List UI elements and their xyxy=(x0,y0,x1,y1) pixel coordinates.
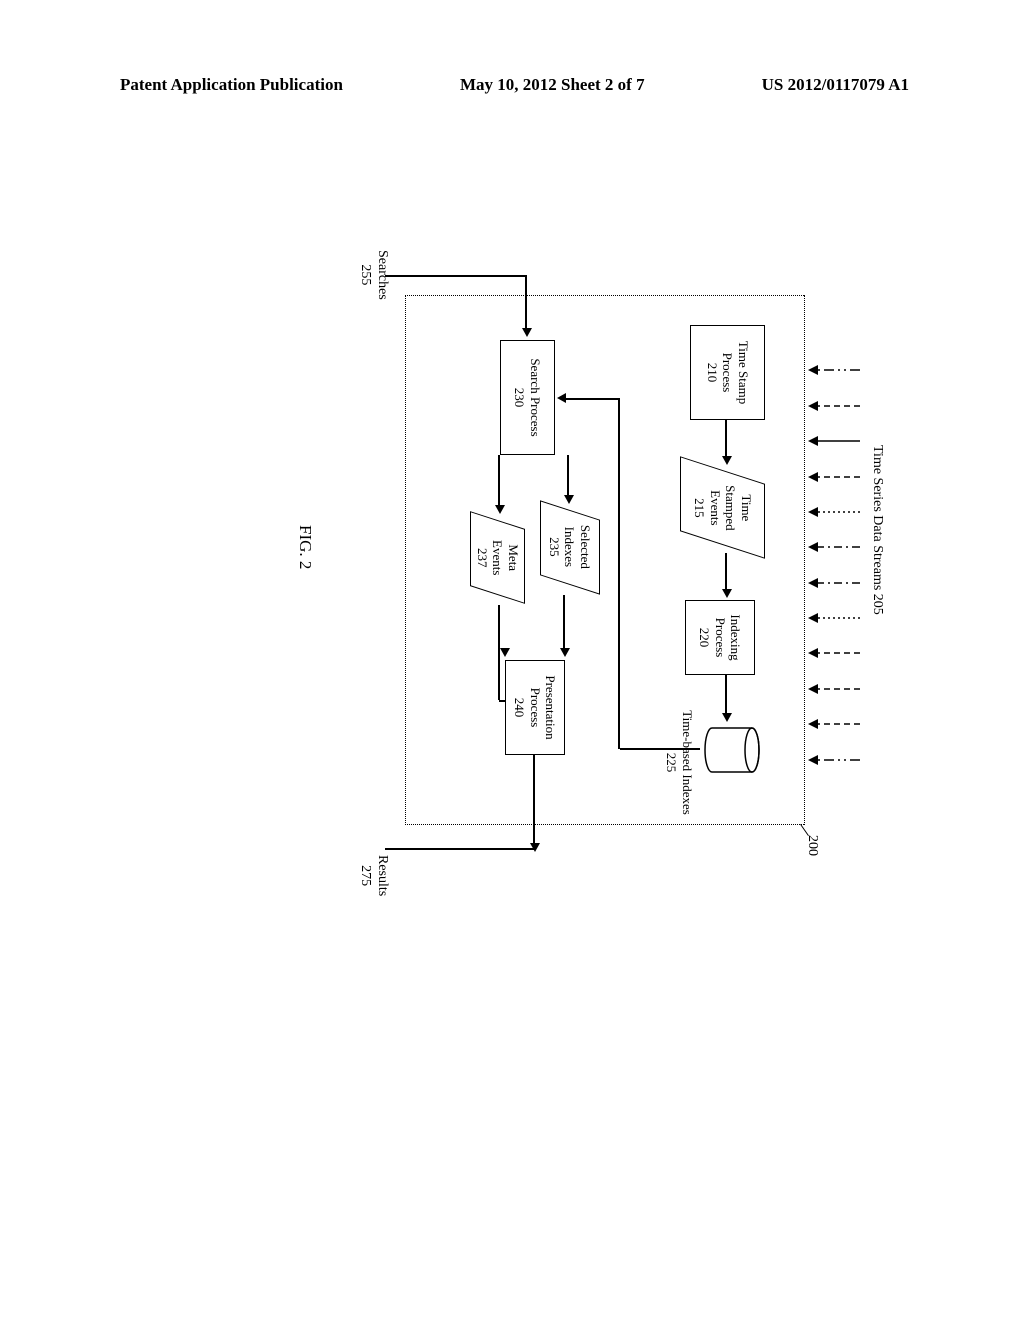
arrow-225-left xyxy=(619,398,621,749)
stream-arrow xyxy=(805,682,860,696)
arrow-230-237 xyxy=(499,455,501,507)
arrowhead-235-240 xyxy=(560,648,570,657)
results-label: Results 275 xyxy=(356,855,390,896)
stream-arrow xyxy=(805,753,860,767)
streams-title: Time Series Data Streams 205 xyxy=(868,445,885,615)
arrowhead-215-220 xyxy=(722,589,732,598)
stream-arrow xyxy=(805,363,860,377)
page-header: Patent Application Publication May 10, 2… xyxy=(0,75,1024,95)
arrow-225-down2 xyxy=(564,398,620,400)
arrow-225-down xyxy=(620,748,700,750)
stream-arrows xyxy=(805,335,860,795)
time-stamp-process-box: Time Stamp Process 210 xyxy=(690,325,765,420)
arrowhead-220-225 xyxy=(722,713,732,722)
presentation-process-box: Presentation Process 240 xyxy=(505,660,565,755)
stream-arrow xyxy=(805,540,860,554)
search-process-box: Search Process 230 xyxy=(500,340,555,455)
indexing-process-box: Indexing Process 220 xyxy=(685,600,755,675)
stream-arrow xyxy=(805,576,860,590)
stream-arrow xyxy=(805,399,860,413)
idx-text: Indexing Process 220 xyxy=(697,601,744,674)
tse-text: Time Stamped Events 215 xyxy=(691,485,753,531)
arrow-searches-in-h xyxy=(526,275,528,330)
tsp-text: Time Stamp Process 210 xyxy=(704,341,751,404)
arrow-searches-in-v xyxy=(385,275,495,277)
stream-arrow xyxy=(805,434,860,448)
arrow-210-215 xyxy=(726,420,728,458)
stream-arrow xyxy=(805,611,860,625)
figure-caption: FIG. 2 xyxy=(295,525,315,569)
arrow-215-220 xyxy=(726,553,728,591)
arrowhead-225-230 xyxy=(557,393,566,403)
arrowhead-237-240 xyxy=(500,648,510,657)
meta-text: Meta Events 237 xyxy=(474,540,521,575)
arrow-results-v xyxy=(385,848,535,850)
db-label: Time-based Indexes 225 xyxy=(664,700,695,825)
arrowhead-230-237 xyxy=(495,505,505,514)
selidx-text: Selected Indexes 235 xyxy=(547,525,594,569)
arrowhead-results xyxy=(530,843,540,852)
arrowhead-230-235 xyxy=(564,495,574,504)
system-ref-200: 200 xyxy=(803,835,820,856)
stream-arrow xyxy=(805,470,860,484)
arrow-results-h xyxy=(534,755,536,850)
arrow-237-240-up xyxy=(499,700,505,702)
arrowhead-searches xyxy=(522,328,532,337)
figure-2-diagram: Time Series Data Streams 205 200 Time St… xyxy=(205,295,885,825)
arrow-235-240 xyxy=(564,595,566,650)
stream-arrow xyxy=(805,717,860,731)
stream-arrow xyxy=(805,646,860,660)
pres-text: Presentation Process 240 xyxy=(512,675,559,739)
search-text: Search Process 230 xyxy=(512,358,543,436)
time-based-indexes-db xyxy=(695,725,760,775)
header-right: US 2012/0117079 A1 xyxy=(762,75,909,95)
arrowhead-210-215 xyxy=(722,456,732,465)
arrow-220-225 xyxy=(726,675,728,715)
header-center: May 10, 2012 Sheet 2 of 7 xyxy=(460,75,645,95)
arrow-searches-in-v2 xyxy=(495,275,527,277)
arrow-230-235 xyxy=(568,455,570,497)
db-icon xyxy=(700,725,760,775)
stream-arrow xyxy=(805,505,860,519)
header-left: Patent Application Publication xyxy=(120,75,343,95)
